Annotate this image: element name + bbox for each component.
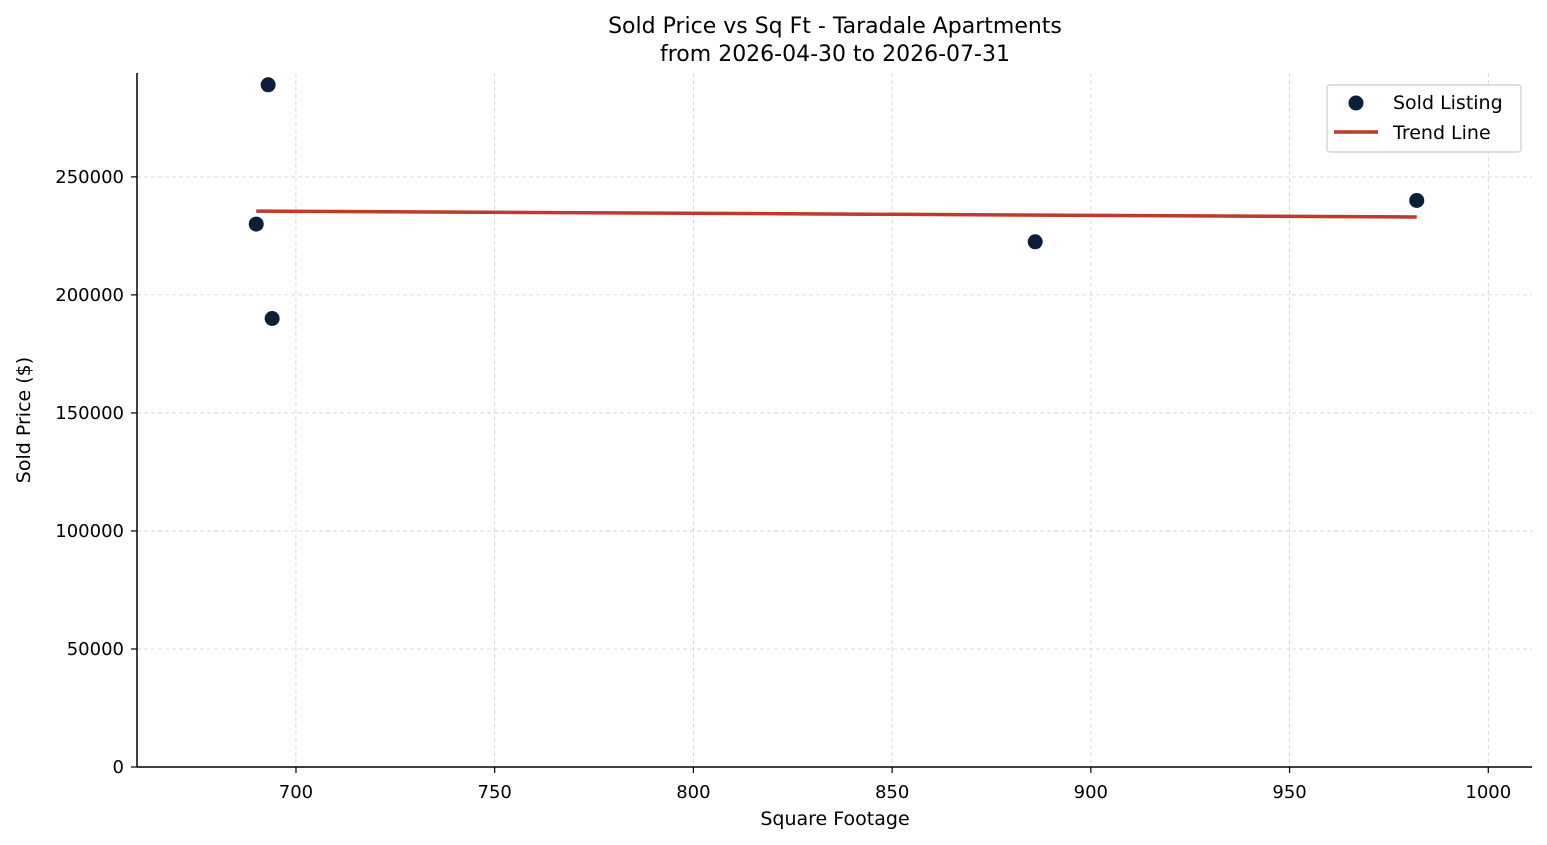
y-tick-label: 200000 bbox=[55, 285, 124, 306]
chart-subtitle: from 2026-04-30 to 2026-07-31 bbox=[660, 42, 1010, 67]
data-point bbox=[260, 77, 276, 93]
legend-box bbox=[1326, 84, 1522, 153]
data-point bbox=[1409, 192, 1425, 208]
chart-title: Sold Price vs Sq Ft - Taradale Apartment… bbox=[608, 14, 1062, 39]
x-tick-label: 950 bbox=[1272, 782, 1306, 803]
x-tick-label: 750 bbox=[478, 782, 512, 803]
x-tick-label: 1000 bbox=[1465, 782, 1511, 803]
legend-label-sold-listing: Sold Listing bbox=[1393, 92, 1503, 114]
x-axis-label: Square Footage bbox=[760, 808, 909, 830]
data-point bbox=[264, 310, 280, 326]
y-tick-label: 250000 bbox=[55, 167, 124, 188]
x-ticks: 700 750 800 850 900 950 1000 bbox=[279, 767, 1511, 803]
data-point bbox=[1027, 234, 1043, 250]
x-tick-label: 900 bbox=[1074, 782, 1108, 803]
y-tick-label: 150000 bbox=[55, 403, 124, 424]
x-tick-label: 700 bbox=[279, 782, 313, 803]
y-axis-label: Sold Price ($) bbox=[13, 357, 35, 483]
legend-label-trend-line: Trend Line bbox=[1392, 122, 1491, 144]
y-ticks: 0 50000 100000 150000 200000 250000 bbox=[55, 167, 137, 778]
legend-marker-sold-listing bbox=[1348, 95, 1364, 111]
trend-line-group bbox=[256, 209, 1417, 219]
y-tick-label: 0 bbox=[113, 757, 124, 778]
x-tick-label: 800 bbox=[676, 782, 710, 803]
trend-line bbox=[256, 209, 1417, 219]
y-tick-label: 50000 bbox=[67, 639, 124, 660]
x-tick-label: 850 bbox=[875, 782, 909, 803]
legend: Sold Listing Trend Line bbox=[1326, 84, 1522, 153]
data-point bbox=[248, 216, 264, 232]
grid-lines bbox=[137, 73, 1532, 768]
y-tick-label: 100000 bbox=[55, 521, 124, 542]
data-points bbox=[248, 77, 1425, 326]
